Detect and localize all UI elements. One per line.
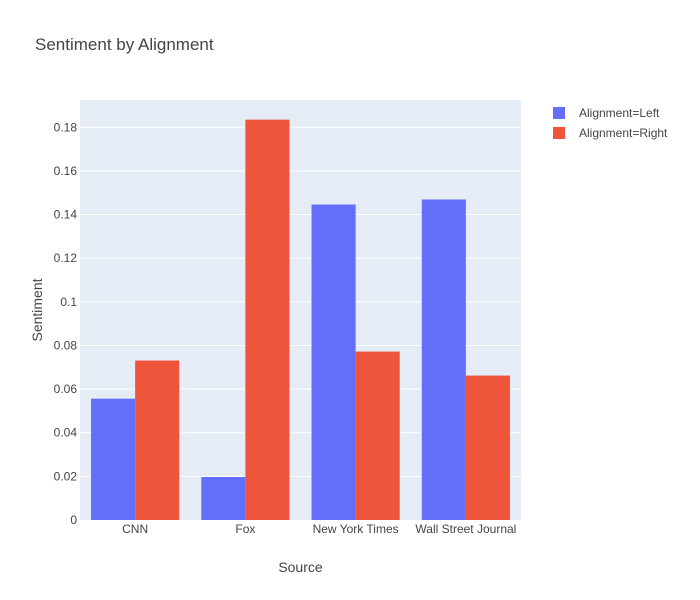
bar-alignment-left-wall-street-journal[interactable]: [421, 199, 466, 520]
y-tick-label: 0.02: [54, 469, 78, 483]
y-tick-label: 0.18: [54, 120, 78, 134]
y-axis-ticks: 0 0.02 0.04 0.06 0.08 0.1 0.12 0.14 0.16 0.18: [54, 120, 78, 527]
bar-alignment-left-fox[interactable]: [201, 477, 246, 520]
bar-alignment-right-new-york-times[interactable]: [355, 351, 400, 520]
x-tick-label: New York Times: [313, 522, 399, 536]
x-axis-ticks: CNN Fox New York Times Wall Street Journal: [122, 522, 516, 536]
x-axis-title: Source: [278, 559, 323, 575]
legend-swatch: [553, 107, 565, 119]
legend-swatch: [553, 127, 565, 139]
bar-alignment-right-cnn[interactable]: [135, 360, 180, 520]
y-tick-label: 0.08: [54, 338, 78, 352]
legend-item[interactable]: Alignment=Left: [553, 106, 660, 120]
x-tick-label: Wall Street Journal: [415, 522, 516, 536]
legend-label: Alignment=Left: [579, 106, 660, 120]
y-tick-label: 0.12: [54, 251, 78, 265]
legend-item[interactable]: Alignment=Right: [553, 126, 668, 140]
x-tick-label: CNN: [122, 522, 148, 536]
bar-alignment-left-cnn[interactable]: [91, 398, 136, 520]
y-tick-label: 0.14: [54, 208, 78, 222]
legend[interactable]: Alignment=Left Alignment=Right: [553, 106, 668, 140]
legend-label: Alignment=Right: [579, 126, 668, 140]
y-tick-label: 0.04: [54, 426, 78, 440]
x-tick-label: Fox: [235, 522, 255, 536]
y-axis-title: Sentiment: [29, 278, 45, 341]
bars: [91, 119, 510, 521]
y-tick-label: 0: [70, 513, 77, 527]
y-tick-label: 0.06: [54, 382, 78, 396]
y-tick-label: 0.16: [54, 164, 78, 178]
bar-alignment-left-new-york-times[interactable]: [311, 204, 356, 520]
bar-alignment-right-fox[interactable]: [245, 119, 290, 521]
y-tick-label: 0.1: [60, 295, 77, 309]
chart-title: Sentiment by Alignment: [35, 35, 214, 54]
bar-alignment-right-wall-street-journal[interactable]: [465, 375, 510, 520]
